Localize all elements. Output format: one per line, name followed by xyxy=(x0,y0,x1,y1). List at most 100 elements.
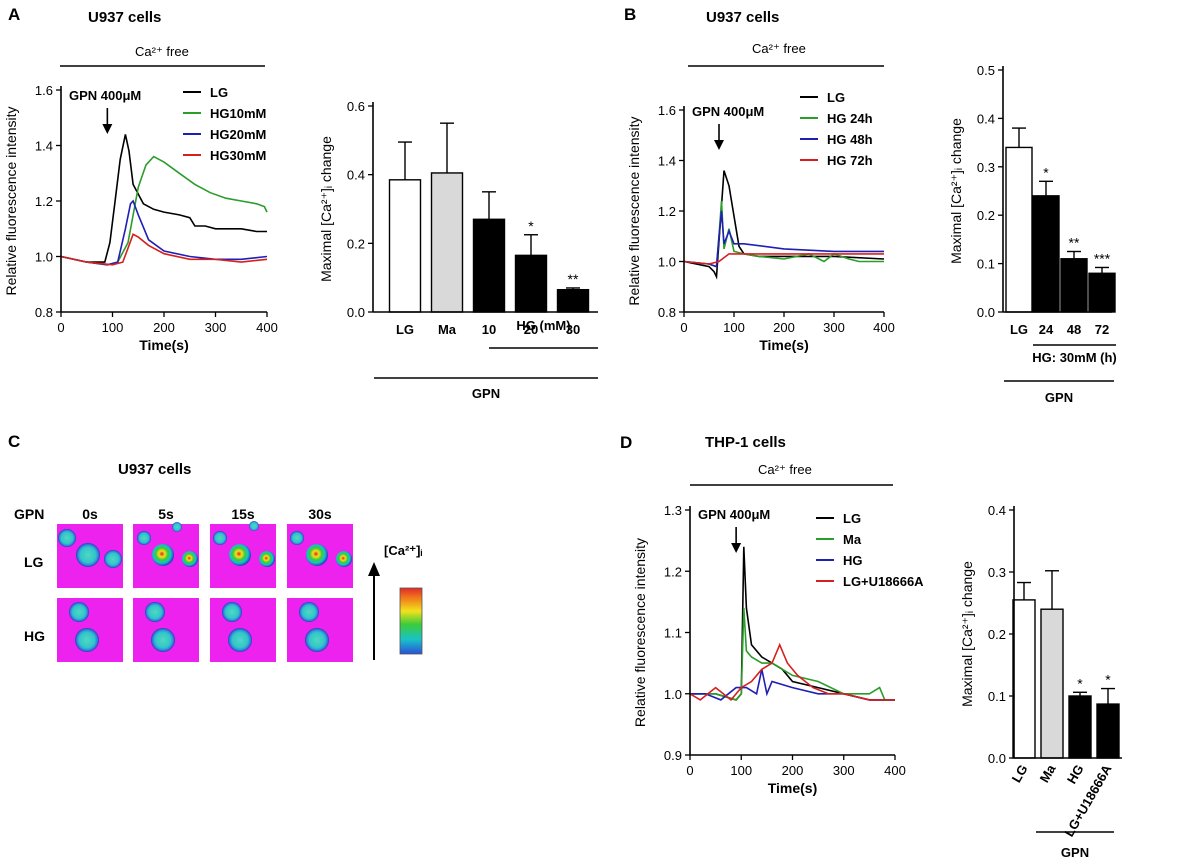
x-tick-label-a: 100 xyxy=(102,320,124,335)
significance-mark-b-2: * xyxy=(1043,164,1049,180)
charts-layer: 0.81.01.21.41.60 100 200 300 400Time(s)Relat… xyxy=(3,63,1122,860)
category-label-a-4: 20 xyxy=(524,322,538,337)
cell-blob xyxy=(336,551,352,567)
cell-blob xyxy=(69,602,89,622)
y-tick-label-b: 1.2 xyxy=(658,204,676,219)
cell-blob xyxy=(222,602,242,622)
series-line-b-4 xyxy=(683,253,884,265)
cell-blob xyxy=(182,551,198,567)
bar-d-3 xyxy=(1068,695,1092,759)
y-tick-label-b: 1.6 xyxy=(658,103,676,118)
cell-blob xyxy=(306,544,328,566)
significance-mark-b-3: ** xyxy=(1069,235,1080,251)
bar-a-5 xyxy=(556,288,590,313)
gpn-label-b: GPN xyxy=(1045,390,1073,405)
chart-a-bar: LG Ma 10 * 20 ** 30 0.0 0.2 0.4 0.6 Maximal [Ca²⁺]ᵢ… xyxy=(318,99,598,401)
bar-d-4 xyxy=(1096,703,1120,759)
legend-label-a-4: HG30mM xyxy=(210,148,266,163)
y-tick-label-a-bar: 0.0 xyxy=(347,305,365,320)
legend-label-b-1: LG xyxy=(827,90,845,105)
category-label-d-1: LG xyxy=(1009,762,1031,785)
cell-blob xyxy=(213,531,227,545)
chart-b-line: 0.8 1.0 1.2 1.4 1.6 0 100 200 300 400 Time(s) Relat… xyxy=(626,90,895,353)
cell-blob xyxy=(75,628,99,652)
significance-mark-d-4: * xyxy=(1105,672,1111,688)
bar-b-4 xyxy=(1088,272,1116,313)
category-label-d-3: HG xyxy=(1064,762,1087,786)
panel-letter-d: D xyxy=(620,433,632,452)
category-label-d-2: Ma xyxy=(1037,761,1059,785)
legend-label-a-3: HG20mM xyxy=(210,127,266,142)
x-tick-label-a: 400 xyxy=(256,320,278,335)
y-tick-label-d-bar: 0.1 xyxy=(988,689,1006,704)
category-label-b-3: 48 xyxy=(1067,322,1081,337)
y-axis-label-d: Relative fluorescence intensity xyxy=(632,538,648,727)
significance-mark-d-3: * xyxy=(1077,675,1083,691)
series-line-a-2 xyxy=(60,155,268,266)
gpn-annotation-b: GPN 400μM xyxy=(692,104,764,119)
series-line-d-1 xyxy=(690,546,895,701)
bar-d-1 xyxy=(1012,599,1036,759)
group-label-b: HG: 30mM (h) xyxy=(1032,350,1117,365)
significance-mark-a-5: ** xyxy=(568,271,579,287)
y-tick-label-d: 1.1 xyxy=(664,626,682,641)
y-tick-label-b-bar: 0.4 xyxy=(977,111,995,126)
panel-c-time-3: 30s xyxy=(308,506,332,522)
cell-blob xyxy=(151,628,175,652)
y-tick-label-b: 1.4 xyxy=(658,154,676,169)
cell-blob xyxy=(229,544,251,566)
x-tick-label-b: 100 xyxy=(723,320,745,335)
y-tick-label-d-bar: 0.0 xyxy=(988,751,1006,766)
x-axis-label-a: Time(s) xyxy=(139,337,189,353)
bar-b-1 xyxy=(1005,146,1033,313)
legend-label-a-2: HG10mM xyxy=(210,106,266,121)
panel-c-scale-label: [Ca²⁺]ᵢ xyxy=(384,543,422,558)
category-label-a-2: Ma xyxy=(438,322,457,337)
gpn-label-d: GPN xyxy=(1061,845,1089,860)
x-tick-label-a: 0 xyxy=(57,320,64,335)
bar-a-4 xyxy=(514,254,548,313)
gpn-arrow-head-d xyxy=(731,543,742,553)
y-tick-label-b-bar: 0.1 xyxy=(977,257,995,272)
x-tick-label-d: 400 xyxy=(884,763,906,778)
legend-label-b-2: HG 24h xyxy=(827,111,873,126)
y-tick-label-d-bar: 0.2 xyxy=(988,627,1006,642)
cell-blob xyxy=(228,628,252,652)
bar-a-2 xyxy=(430,172,464,313)
chart-a-line: 0.8 1.0 1.2 1.4 1.6 0 100 200 300 400 Time(s) Relat… xyxy=(3,83,278,353)
legend-label-b-4: HG 72h xyxy=(827,153,873,168)
panel-c-time-1: 5s xyxy=(158,506,174,522)
category-label-a-5: 30 xyxy=(566,322,580,337)
y-tick-label-a-bar: 0.2 xyxy=(347,236,365,251)
category-label-a-1: LG xyxy=(396,322,414,337)
bar-a-1 xyxy=(388,179,422,313)
group-label-a: HG (mM) xyxy=(516,318,570,333)
series-line-a-4 xyxy=(60,233,268,266)
y-axis-label-a: Relative fluorescence intensity xyxy=(3,106,19,295)
cell-blob xyxy=(104,550,122,568)
panel-c-gpn-label: GPN xyxy=(14,506,44,522)
series-line-d-4 xyxy=(689,642,895,702)
y-axis-label-a-bar: Maximal [Ca²⁺]ᵢ change xyxy=(318,136,334,282)
cell-blob xyxy=(145,602,165,622)
y-tick-label-b-bar: 0.3 xyxy=(977,160,995,175)
cell-blob xyxy=(172,522,182,532)
micrograph-grid xyxy=(57,521,353,662)
bar-d-2 xyxy=(1040,608,1064,759)
panel-c-time-2: 15s xyxy=(231,506,255,522)
x-tick-label-a: 300 xyxy=(205,320,227,335)
gpn-annotation-d: GPN 400μM xyxy=(698,507,770,522)
y-tick-label-d-bar: 0.3 xyxy=(988,565,1006,580)
bar-b-2 xyxy=(1032,195,1060,313)
y-tick-label-d: 0.9 xyxy=(664,748,682,763)
legend-label-d-4: LG+U18666A xyxy=(843,574,924,589)
chart-d-line: 0.9 1.0 1.1 1.2 1.3 0 100 200 300 400 Time(s) Relat… xyxy=(632,503,924,796)
x-tick-label-d: 300 xyxy=(833,763,855,778)
panel-d-condition: Ca²⁺ free xyxy=(758,462,812,477)
y-tick-label-a: 0.8 xyxy=(35,305,53,320)
panel-c-row-lg: LG xyxy=(24,554,44,570)
panel-letter-c: C xyxy=(8,432,20,451)
y-tick-label-a: 1.4 xyxy=(35,139,53,154)
series-line-a-1 xyxy=(60,134,267,263)
